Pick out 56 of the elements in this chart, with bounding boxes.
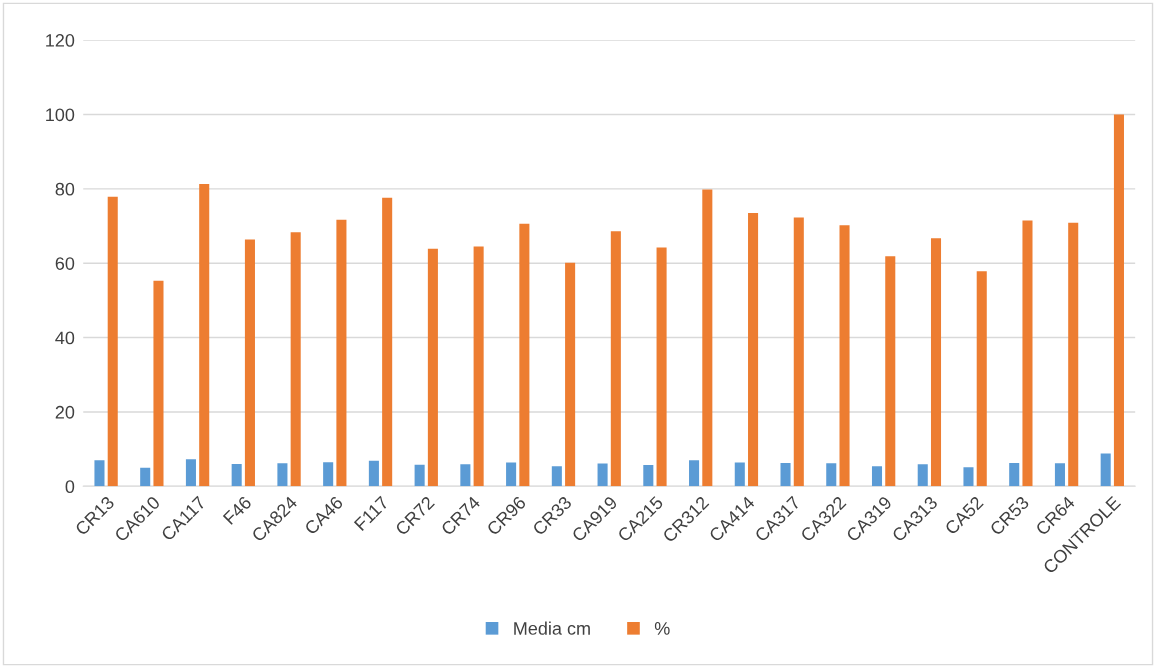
- bar: [519, 223, 530, 487]
- bar: [780, 462, 791, 487]
- bar: [506, 462, 517, 487]
- y-tick-label: 80: [55, 182, 75, 196]
- y-tick-label: 100: [46, 108, 75, 122]
- bar: [1068, 222, 1079, 487]
- y-tick-label: 40: [55, 331, 75, 345]
- bar: [140, 467, 151, 487]
- bar: [277, 463, 288, 487]
- bar: [597, 463, 608, 487]
- bar: [368, 460, 379, 487]
- bar: [930, 238, 942, 487]
- y-tick-label: 0: [65, 480, 75, 494]
- bar: [702, 189, 713, 487]
- bar: [826, 463, 837, 487]
- bar: [885, 256, 896, 487]
- bar: [656, 247, 667, 487]
- bar: [917, 464, 928, 487]
- y-tick-label: 60: [55, 257, 75, 270]
- x-tick-label: F46: [222, 495, 253, 525]
- bar: [1022, 220, 1033, 487]
- bar: [610, 231, 621, 487]
- bar: [1009, 462, 1020, 487]
- bar: [153, 280, 164, 487]
- bar: [185, 459, 196, 487]
- bar: [231, 463, 242, 487]
- bar: [290, 232, 301, 487]
- bar: [551, 466, 562, 487]
- bar: [839, 225, 850, 487]
- y-tick-label: 20: [55, 405, 75, 419]
- bar: [336, 219, 347, 487]
- bar: [1054, 463, 1065, 487]
- bar: [1113, 114, 1124, 487]
- legend-label: Media cm: [514, 621, 590, 635]
- bar: [963, 467, 974, 487]
- bar: [976, 271, 987, 487]
- bar: [107, 196, 118, 487]
- bar: [199, 183, 210, 487]
- bar: [460, 464, 471, 487]
- bar: [689, 460, 700, 487]
- bar: [414, 464, 425, 487]
- bar: [323, 462, 334, 487]
- bar: [748, 212, 759, 487]
- bar: [565, 262, 576, 487]
- bar: [244, 239, 255, 487]
- bar: [871, 466, 883, 487]
- y-tick-label: 120: [46, 34, 75, 47]
- bar: [1100, 453, 1111, 487]
- bar: [793, 217, 804, 487]
- bar: [382, 197, 393, 487]
- bar: [473, 246, 484, 487]
- legend-label: %: [654, 622, 670, 635]
- bar: [734, 462, 745, 487]
- bar: [427, 248, 438, 487]
- bar: [643, 465, 654, 487]
- bar: [94, 460, 105, 487]
